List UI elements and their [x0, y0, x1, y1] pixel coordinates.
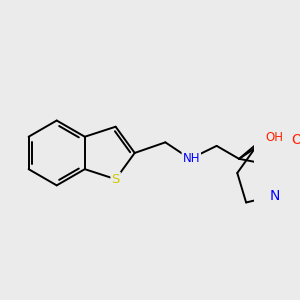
Text: O: O	[292, 133, 300, 147]
Text: NH: NH	[182, 152, 200, 165]
Text: OH: OH	[265, 131, 283, 144]
Text: S: S	[111, 173, 120, 186]
Text: N: N	[270, 189, 280, 203]
